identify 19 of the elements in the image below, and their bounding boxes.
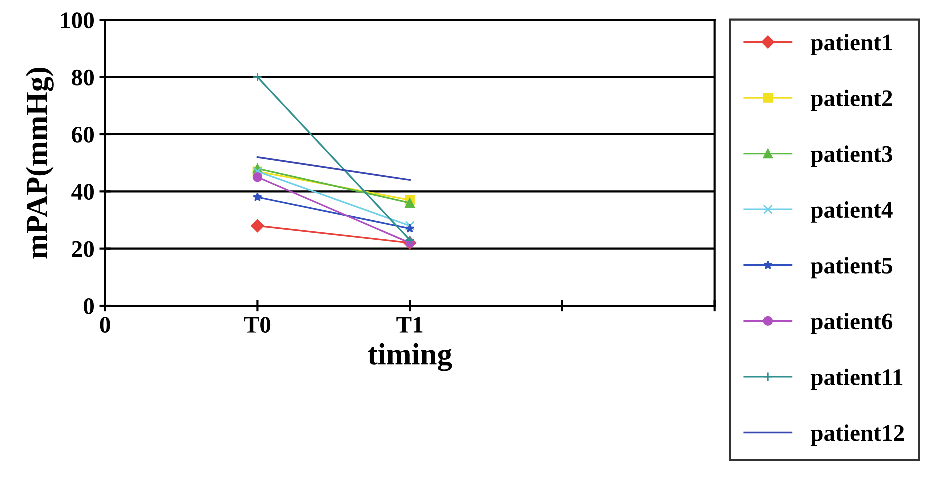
legend-label: patient5 bbox=[810, 257, 892, 279]
y-tick-label: 40 bbox=[72, 184, 94, 200]
y-tick-label: 100 bbox=[61, 12, 94, 29]
legend-label: patient4 bbox=[810, 201, 893, 223]
x-tick-label: T1 bbox=[396, 317, 423, 333]
legend-label: patient3 bbox=[810, 146, 892, 168]
legend-label: patient1 bbox=[810, 34, 892, 56]
y-tick-label: 80 bbox=[72, 70, 94, 86]
y-tick-label: 20 bbox=[72, 241, 94, 258]
y-axis-title: mPAP(mmHg) bbox=[26, 68, 54, 259]
legend-label: patient6 bbox=[810, 313, 893, 334]
legend-label: patient2 bbox=[810, 90, 892, 112]
x-tick-label: 0 bbox=[100, 317, 110, 334]
x-axis-title: timing bbox=[368, 343, 452, 372]
y-tick-label: 60 bbox=[72, 126, 94, 143]
legend-label: patient12 bbox=[810, 424, 904, 446]
legend-label: patient11 bbox=[810, 368, 903, 390]
y-tick-label: 0 bbox=[84, 298, 94, 314]
x-tick-label: T0 bbox=[244, 317, 271, 334]
